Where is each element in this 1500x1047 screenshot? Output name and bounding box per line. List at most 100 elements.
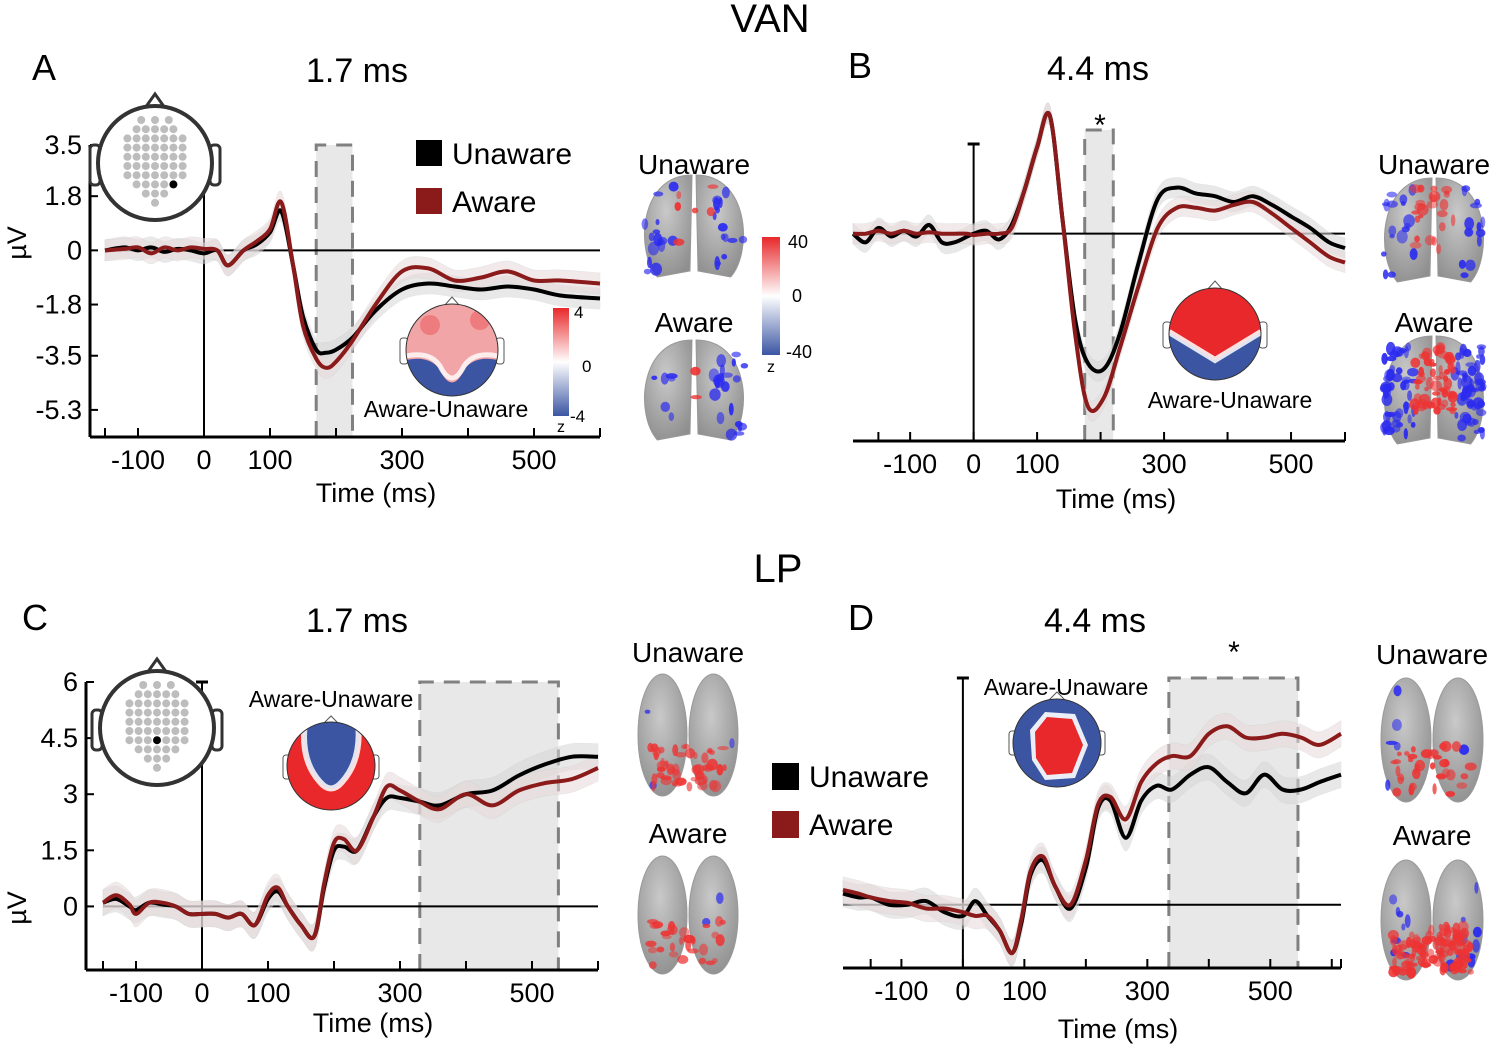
electrode-dot	[169, 171, 178, 180]
source-activation-red	[1409, 241, 1422, 249]
source-activation-red	[1413, 405, 1419, 415]
electrode-dot	[151, 125, 159, 134]
source-activation-red	[716, 763, 724, 776]
electrode-dot	[143, 754, 152, 763]
source-activation-blue	[1403, 214, 1415, 228]
source-activation-blue	[1381, 393, 1393, 407]
source-activation-blue	[1410, 421, 1416, 428]
panel-a-ylabel: µV	[2, 226, 32, 260]
x-tick-label: -100	[883, 449, 937, 479]
electrode-dot	[134, 736, 143, 745]
source-activation-blue	[1472, 939, 1480, 953]
electrode-dot	[123, 152, 132, 161]
panel-d-significance-star: *	[1228, 636, 1240, 669]
source-activation-red	[1456, 941, 1466, 947]
source-activation-red	[1397, 773, 1405, 785]
source-activation-red	[1417, 957, 1428, 967]
source-activation-blue	[1389, 894, 1398, 905]
electrode-dot	[134, 745, 143, 754]
source-activation-red	[697, 781, 708, 791]
source-activation-red	[1404, 751, 1410, 756]
panel-a-plot: -100 0 100 300 500 3.5 1.8 0 -1.8 -3.5 -5.3	[35, 130, 601, 475]
x-tick-label: 300	[1125, 976, 1170, 1006]
source-activation-red	[691, 764, 702, 775]
source-activation-blue	[721, 253, 728, 260]
electrode-dot	[141, 143, 150, 152]
source-activation-red	[1433, 406, 1441, 415]
electrode-dot	[132, 152, 141, 161]
source-activation-red	[1451, 960, 1463, 973]
source-activation-blue	[728, 402, 734, 416]
source-activation-red	[673, 238, 685, 246]
electrode-dot	[141, 152, 150, 161]
source-activation-red	[1438, 953, 1446, 962]
electrode-dot	[160, 134, 169, 143]
source-activation-blue	[1474, 372, 1485, 384]
legend-swatch-aware	[772, 811, 799, 838]
source-activation-blue	[1386, 191, 1398, 198]
source-activation-blue	[660, 401, 671, 412]
source-activation-red	[674, 778, 686, 785]
y-tick-label: 4.5	[40, 723, 78, 753]
source-activation-blue	[1457, 419, 1468, 432]
electrode-dot	[153, 681, 161, 689]
source-activation-red	[1391, 944, 1398, 956]
source-activation-red	[1445, 790, 1456, 797]
electrode-dot	[132, 143, 141, 152]
source-activation-red	[1414, 235, 1420, 243]
source-activation-red	[715, 916, 724, 927]
electrode-dot	[134, 717, 143, 726]
source-activation-red	[1445, 769, 1456, 781]
svg-text:0: 0	[582, 357, 591, 376]
electrode-dot	[132, 171, 141, 180]
source-activation-blue	[1401, 226, 1410, 233]
brain-label-aware: Aware	[655, 307, 734, 338]
source-activation-red	[1439, 198, 1449, 211]
source-activation-red	[1392, 787, 1402, 797]
panel-d-topomap: Aware-Unaware	[984, 674, 1148, 788]
source-activation-blue	[1386, 200, 1398, 208]
legend-swatch-aware	[416, 188, 442, 214]
source-activation-blue	[729, 738, 735, 749]
brain-label-aware: Aware	[1395, 307, 1474, 338]
source-activation-red	[706, 207, 715, 217]
source-activation-blue	[1475, 228, 1486, 238]
panel-c-xlabel: Time (ms)	[313, 1008, 433, 1038]
electrode-dot	[153, 745, 161, 754]
electrode-dot	[169, 125, 178, 134]
source-activation-red	[676, 191, 682, 200]
source-activation-red	[1452, 932, 1464, 943]
source-activation-blue	[1464, 217, 1475, 231]
electrode-dot	[162, 727, 171, 735]
source-activation-red	[1392, 957, 1397, 967]
source-activation-red	[656, 760, 669, 771]
brain-d-aware	[1380, 859, 1484, 981]
series-line-aware	[101, 766, 599, 941]
source-activation-blue	[731, 358, 736, 367]
source-activation-red	[1450, 214, 1456, 227]
electrode-dot	[153, 699, 161, 708]
source-activation-blue	[1460, 272, 1469, 279]
topo-label: Aware-Unaware	[1148, 387, 1312, 413]
electrode-dot	[169, 143, 178, 152]
svg-text:-40: -40	[786, 342, 812, 362]
electrode-dot	[151, 152, 159, 161]
source-activation-blue	[738, 235, 748, 244]
electrode-dot	[151, 143, 159, 152]
electrode-dot	[171, 699, 180, 708]
source-activation-red	[677, 955, 689, 964]
source-activation-red	[660, 776, 673, 786]
source-activation-blue	[721, 186, 730, 199]
source-activation-blue	[1466, 398, 1474, 410]
source-activation-red	[1418, 214, 1424, 219]
source-activation-blue	[725, 428, 738, 441]
source-activation-red	[691, 207, 699, 214]
electrode-dot	[171, 717, 180, 726]
source-activation-blue	[1402, 380, 1410, 391]
source-activation-blue	[1381, 251, 1387, 257]
source-activation-red	[705, 960, 716, 966]
electrode-dot	[141, 162, 150, 170]
source-activation-blue	[1382, 269, 1389, 280]
source-activation-blue	[722, 233, 729, 243]
brain-label-unaware: Unaware	[1376, 639, 1488, 670]
